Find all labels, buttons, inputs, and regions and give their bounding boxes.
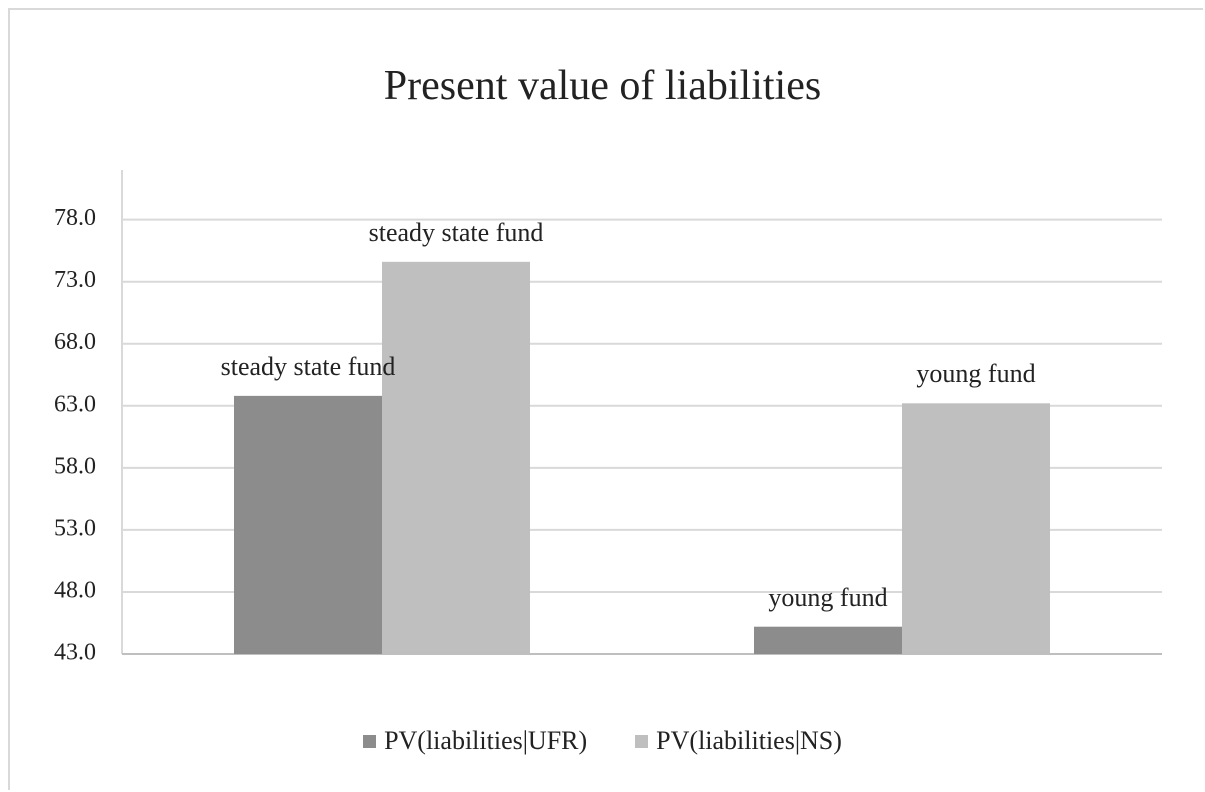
legend-item: PV(liabilities|UFR) (363, 726, 587, 756)
data-label: young fund (916, 359, 1036, 389)
y-tick-label: 48.0 (54, 577, 96, 603)
legend: PV(liabilities|UFR) PV(liabilities|NS) (0, 726, 1205, 756)
y-tick-label: 68.0 (54, 329, 96, 355)
chart-title: Present value of liabilities (383, 63, 822, 109)
data-label: steady state fund (368, 217, 544, 247)
data-label: steady state fund (220, 351, 396, 381)
bar (234, 395, 382, 654)
legend-item: PV(liabilities|NS) (635, 726, 842, 756)
bar (382, 261, 530, 654)
bar (902, 403, 1050, 654)
legend-label: PV(liabilities|NS) (656, 726, 842, 755)
chart-frame (8, 8, 1203, 790)
bar (754, 626, 902, 654)
y-tick-label: 78.0 (54, 205, 96, 231)
data-label: young fund (768, 582, 888, 612)
legend-label: PV(liabilities|UFR) (384, 726, 588, 755)
y-tick-label: 58.0 (54, 453, 96, 479)
y-tick-label: 43.0 (54, 640, 96, 666)
legend-swatch (363, 734, 377, 748)
y-tick-label: 53.0 (54, 515, 96, 541)
legend-swatch (635, 734, 649, 748)
y-tick-label: 63.0 (54, 391, 96, 417)
y-tick-label: 73.0 (54, 267, 96, 293)
